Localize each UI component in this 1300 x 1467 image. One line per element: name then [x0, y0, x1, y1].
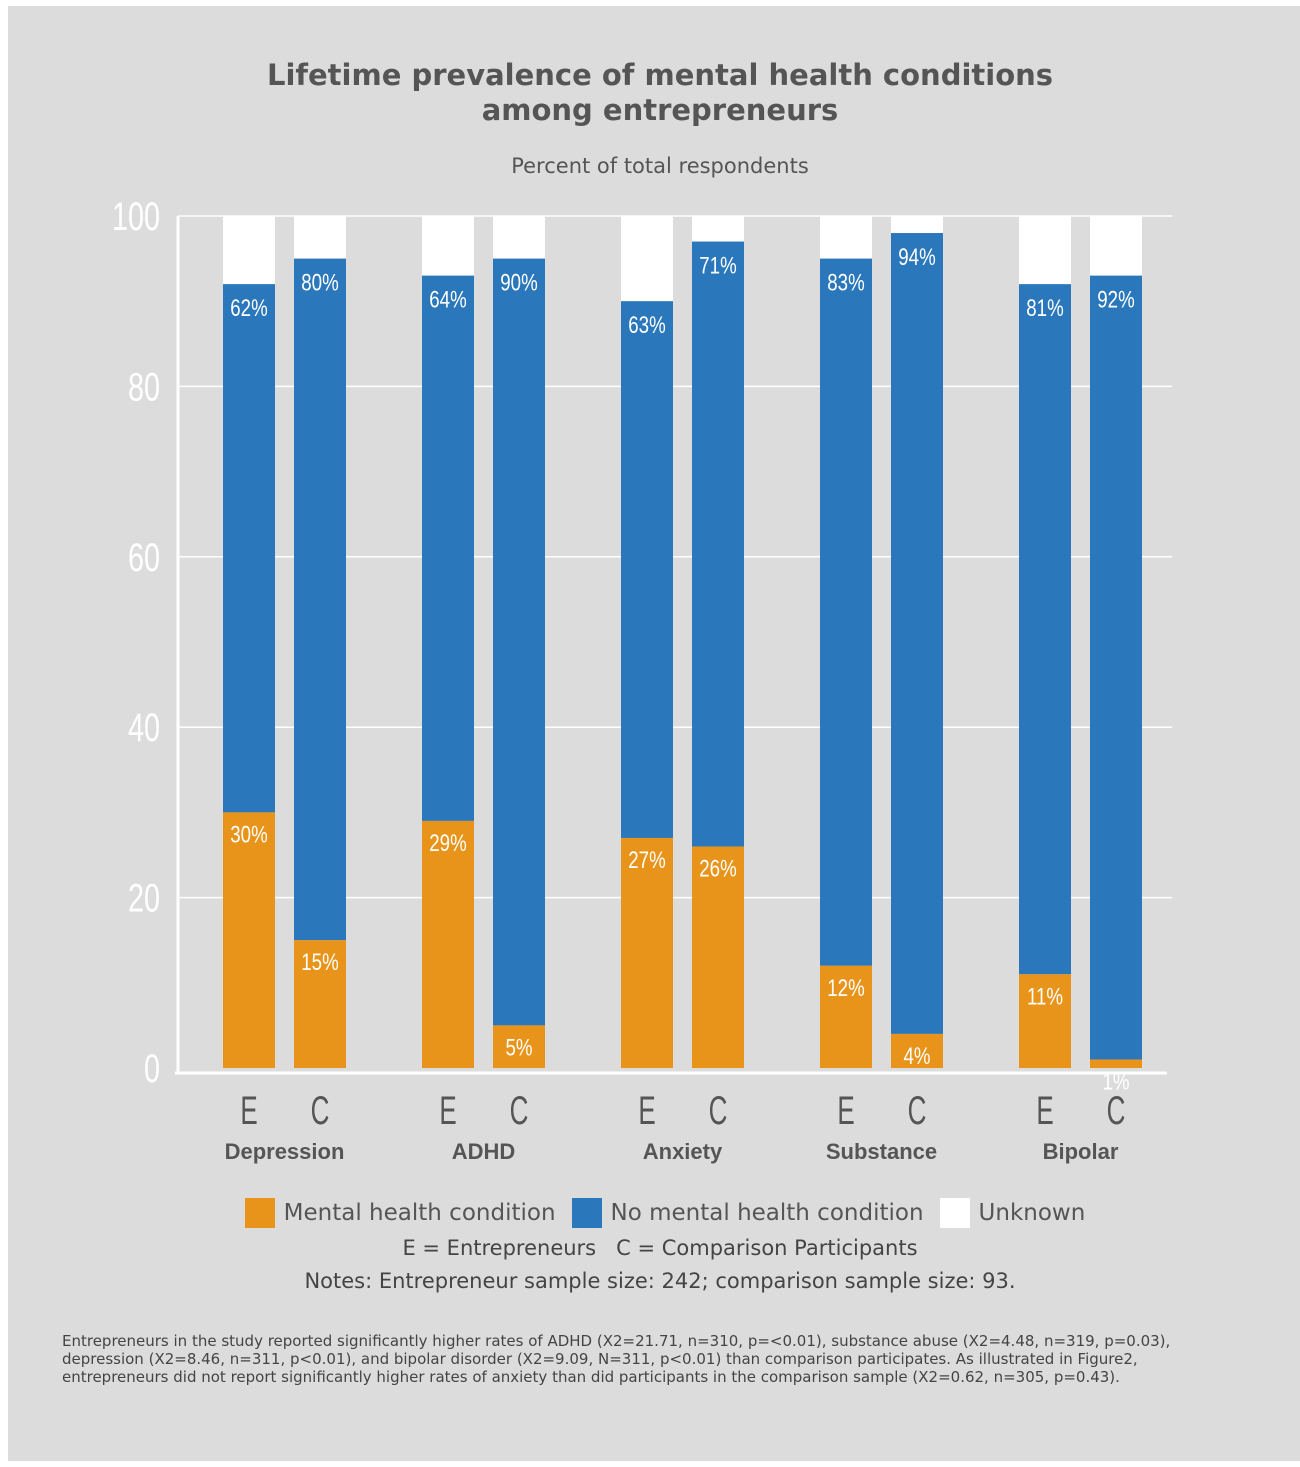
- x-group-label: Substance: [826, 1139, 937, 1164]
- bar-segment-no-condition: [294, 258, 346, 941]
- bar-segment-no-condition: [820, 258, 872, 966]
- data-label-condition: 26%: [699, 855, 736, 882]
- y-tick-label: 80: [128, 365, 160, 410]
- data-label-no-condition: 81%: [1026, 295, 1063, 322]
- title-line-1: Lifetime prevalence of mental health con…: [266, 58, 1054, 92]
- x-tick-label: E: [439, 1088, 456, 1133]
- bar-segment-unknown: [692, 216, 744, 242]
- footnote: Entrepreneurs in the study reported sign…: [62, 1332, 1252, 1386]
- data-label-condition: 4%: [903, 1043, 930, 1070]
- legend-label-no-condition: No mental health condition: [610, 1200, 924, 1226]
- x-tick-label: C: [709, 1088, 728, 1133]
- legend: Mental health condition No mental health…: [0, 1198, 1300, 1228]
- data-label-condition: 5%: [505, 1034, 532, 1061]
- legend-label-condition: Mental health condition: [283, 1200, 556, 1226]
- bar-segment-condition: [891, 1033, 943, 1068]
- x-group-label: Bipolar: [1043, 1139, 1119, 1164]
- bar-segment-no-condition: [493, 258, 545, 1026]
- data-label-condition: 12%: [827, 975, 864, 1002]
- x-tick-label: C: [908, 1088, 927, 1133]
- bar-segment-unknown: [422, 216, 474, 276]
- data-label-condition: 30%: [230, 821, 267, 848]
- bar-segment-no-condition: [223, 284, 275, 813]
- bar-segment-unknown: [223, 216, 275, 285]
- y-tick-label: 20: [128, 876, 160, 921]
- bar-segment-condition: [223, 812, 275, 1068]
- bar-segment-no-condition: [692, 241, 744, 847]
- data-label-no-condition: 63%: [628, 312, 665, 339]
- x-tick-label: E: [837, 1088, 854, 1133]
- bar-segment-unknown: [891, 216, 943, 234]
- data-label-no-condition: 71%: [699, 252, 736, 279]
- bar-segment-unknown: [1090, 216, 1142, 276]
- legend-swatch-no-condition: [571, 1198, 602, 1228]
- data-label-no-condition: 64%: [429, 286, 466, 313]
- x-group-label: Depression: [225, 1139, 345, 1164]
- bar-segment-no-condition: [422, 275, 474, 821]
- legend-item-unknown: Unknown: [939, 1198, 1086, 1228]
- data-label-condition: 29%: [429, 830, 466, 857]
- chart-title: Lifetime prevalence of mental health con…: [0, 58, 1300, 128]
- x-group-label: Anxiety: [643, 1139, 723, 1164]
- y-tick-label: 60: [128, 535, 160, 580]
- x-tick-label: C: [510, 1088, 529, 1133]
- legend-swatch-unknown: [939, 1198, 970, 1228]
- bar-segment-condition: [692, 846, 744, 1068]
- data-label-condition: 27%: [628, 847, 665, 874]
- bar-segment-unknown: [621, 216, 673, 302]
- x-tick-label: E: [638, 1088, 655, 1133]
- y-tick-label: 100: [112, 194, 160, 239]
- data-label-no-condition: 94%: [898, 244, 935, 271]
- sample-size-notes: Notes: Entrepreneur sample size: 242; co…: [304, 1269, 1016, 1293]
- data-label-no-condition: 80%: [301, 269, 338, 296]
- bar-segment-condition: [1019, 974, 1071, 1068]
- bar-segment-condition: [422, 820, 474, 1068]
- abbreviation-key: E = Entrepreneurs C = Comparison Partici…: [402, 1236, 918, 1260]
- x-group-label: ADHD: [452, 1139, 516, 1164]
- data-label-no-condition: 83%: [827, 269, 864, 296]
- bar-segment-no-condition: [1090, 275, 1142, 1060]
- bar-segment-condition: [621, 837, 673, 1068]
- bar-segment-no-condition: [621, 301, 673, 838]
- bar-segment-unknown: [493, 216, 545, 259]
- bar-segment-no-condition: [1019, 284, 1071, 975]
- x-tick-label: C: [1107, 1088, 1126, 1133]
- bar-segment-condition: [493, 1025, 545, 1068]
- bar-segment-unknown: [820, 216, 872, 259]
- bar-segment-no-condition: [891, 233, 943, 1034]
- footnote-line-3: entrepreneurs did not report significant…: [62, 1368, 1120, 1386]
- data-label-no-condition: 90%: [500, 269, 537, 296]
- y-tick-label: 40: [128, 706, 160, 751]
- footnote-line-2: depression (X2=8.46, n=311, p<0.01), and…: [62, 1350, 1138, 1368]
- stacked-bar-chart: 0 20 40 60 80 100 62% 30% E 80% 15% C Depression 64% 2…: [112, 194, 1172, 1164]
- bar-segment-unknown: [294, 216, 346, 259]
- chart-subtitle: Percent of total respondents: [511, 154, 809, 178]
- x-tick-label: E: [1036, 1088, 1053, 1133]
- data-label-no-condition: 92%: [1097, 286, 1134, 313]
- data-label-condition: 15%: [301, 949, 338, 976]
- data-label-condition: 11%: [1027, 983, 1063, 1010]
- data-label-condition: 1%: [1102, 1068, 1129, 1095]
- data-label-no-condition: 62%: [230, 295, 267, 322]
- x-tick-label: E: [240, 1088, 257, 1133]
- bar-segment-condition: [820, 965, 872, 1068]
- legend-item-condition: Mental health condition: [244, 1198, 556, 1228]
- legend-label-unknown: Unknown: [978, 1200, 1086, 1226]
- title-line-2: among entrepreneurs: [481, 93, 839, 127]
- footnote-line-1: Entrepreneurs in the study reported sign…: [62, 1332, 1171, 1350]
- legend-swatch-condition: [244, 1198, 275, 1228]
- y-tick-label: 0: [144, 1046, 160, 1091]
- bar-segment-unknown: [1019, 216, 1071, 285]
- bar-segment-condition: [294, 940, 346, 1068]
- bar-segment-condition: [1090, 1059, 1142, 1068]
- x-tick-label: C: [311, 1088, 330, 1133]
- legend-item-no-condition: No mental health condition: [571, 1198, 924, 1228]
